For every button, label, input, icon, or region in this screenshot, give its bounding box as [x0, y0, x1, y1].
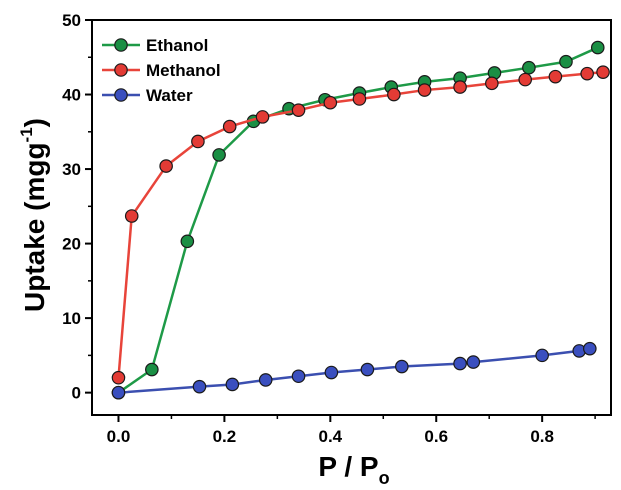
data-point-methanol [191, 134, 205, 149]
y-tick-label: 20 [62, 235, 81, 254]
data-point-methanol [323, 95, 338, 110]
data-point-methanol [159, 159, 173, 173]
y-axis-title: Uptake (mgg-1) [17, 118, 50, 312]
data-point-ethanol [180, 234, 195, 249]
data-point-water [258, 373, 273, 387]
y-tick-label: 30 [62, 160, 81, 179]
x-axis-title-main: P / P [318, 451, 378, 482]
data-point-ethanol [145, 362, 159, 377]
y-axis-ticks: 0 10 20 30 40 50 [62, 11, 92, 403]
data-point-methanol [453, 80, 467, 94]
data-point-water [466, 355, 481, 369]
x-axis-title-subscript: o [379, 468, 390, 488]
data-point-methanol [124, 209, 139, 223]
series-line-water [118, 347, 591, 394]
x-axis-title: P / Po [318, 451, 389, 488]
data-point-methanol [111, 370, 126, 385]
data-point-water [583, 341, 597, 356]
series-line-methanol [117, 70, 604, 378]
data-point-water [535, 348, 549, 363]
x-tick-label: 0.2 [213, 427, 237, 446]
y-axis-title-superscript: -1 [17, 127, 36, 142]
series-methanol [111, 65, 610, 385]
data-point-methanol [485, 76, 499, 91]
y-tick-label: 10 [62, 309, 81, 328]
data-point-water [453, 356, 467, 371]
data-point-methanol [596, 65, 610, 79]
y-tick-label: 50 [62, 11, 81, 30]
data-point-ethanol [590, 40, 605, 55]
legend-marker-ethanol [114, 38, 128, 52]
legend-label-ethanol: Ethanol [146, 36, 208, 55]
data-point-methanol [387, 87, 401, 102]
data-point-methanol [255, 110, 270, 124]
data-point-ethanol [559, 54, 573, 69]
y-tick-label: 40 [62, 86, 81, 105]
x-tick-label: 0.8 [530, 427, 554, 446]
data-point-ethanol [212, 148, 226, 162]
data-point-methanol [580, 66, 594, 81]
data-point-water [360, 362, 375, 377]
plot-frame [91, 19, 612, 416]
data-point-water [111, 385, 126, 400]
data-point-methanol [222, 119, 237, 134]
legend-label-methanol: Methanol [146, 61, 221, 80]
x-tick-label: 0.0 [107, 427, 131, 446]
series-water [111, 341, 597, 400]
x-tick-label: 0.4 [318, 427, 342, 446]
data-point-water [225, 377, 240, 392]
data-point-water [324, 365, 339, 380]
data-point-methanol [417, 83, 432, 97]
data-point-methanol [291, 103, 306, 117]
data-point-methanol [352, 92, 367, 106]
data-point-water [395, 359, 409, 374]
legend: Ethanol Methanol Water [102, 36, 221, 105]
data-point-water [192, 379, 207, 394]
data-point-ethanol [522, 60, 536, 75]
series-layer [111, 40, 610, 400]
plot-border [91, 19, 612, 416]
legend-marker-methanol [114, 63, 128, 77]
legend-marker-water [114, 88, 128, 102]
data-point-water [291, 369, 306, 384]
y-axis-title-main: Uptake (mgg [19, 142, 50, 312]
y-tick-label: 0 [72, 384, 81, 403]
x-axis-ticks: 0.0 0.2 0.4 0.6 0.8 [107, 415, 596, 446]
data-point-methanol [548, 69, 563, 84]
legend-label-water: Water [146, 86, 193, 105]
y-axis-title-close: ) [19, 118, 50, 127]
x-tick-label: 0.6 [424, 427, 448, 446]
data-point-methanol [518, 72, 533, 87]
